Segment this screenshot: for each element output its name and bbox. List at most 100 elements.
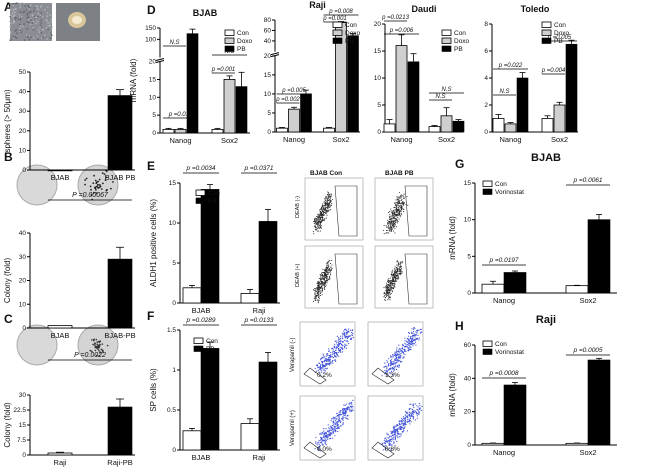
flow-dot	[394, 272, 396, 274]
cell-dot	[12, 4, 15, 7]
flow-dot	[399, 274, 401, 276]
x-tick-label: Sox2	[579, 296, 596, 305]
sp-dot	[390, 430, 392, 432]
flow-dot	[385, 291, 387, 293]
sp-dot	[404, 426, 406, 428]
sp-dot	[348, 335, 350, 337]
flow-dot	[403, 193, 405, 195]
flow-dot	[403, 201, 405, 203]
cell-dot	[19, 6, 22, 9]
flow-dot	[318, 222, 320, 225]
sp-dot	[403, 430, 405, 432]
flow-dot	[387, 294, 389, 297]
sp-dot	[338, 415, 340, 417]
flow-dot	[394, 284, 396, 287]
flow-dot	[318, 217, 320, 219]
sp-dot	[409, 403, 411, 405]
sp-dot	[398, 428, 400, 430]
flow-dot	[392, 221, 394, 224]
chart-title: Daudi	[411, 4, 436, 14]
colony-dot	[94, 187, 97, 190]
sp-dot	[386, 359, 388, 361]
sp-dot	[334, 423, 336, 425]
flow-dot	[328, 202, 330, 204]
flow-dot	[316, 220, 318, 222]
sp-dot	[345, 411, 347, 413]
cell-dot	[28, 21, 31, 24]
sp-dot	[392, 355, 394, 357]
flow-dot	[389, 216, 391, 218]
sp-dot	[342, 423, 344, 425]
sp-dot	[411, 332, 413, 334]
flow-dot	[320, 207, 322, 209]
axis-break-mark	[155, 60, 165, 63]
flow-dot	[399, 206, 401, 208]
sp-dot	[400, 353, 402, 355]
flow-dot	[322, 210, 324, 212]
flow-dot	[395, 280, 397, 283]
sp-dot	[392, 437, 394, 439]
sp-dot	[394, 436, 396, 438]
flow-row-label: DEAB (-)	[295, 196, 301, 218]
sp-dot	[352, 405, 354, 407]
sp-dot	[392, 439, 394, 441]
flow-dot	[399, 197, 401, 199]
flow-dot	[394, 215, 396, 217]
sp-dot	[316, 370, 318, 372]
colony-dot	[105, 170, 108, 173]
sp-dot	[328, 350, 330, 352]
sp-dot	[347, 406, 349, 408]
y-tick-label: 20	[264, 53, 272, 60]
sp-dot	[386, 361, 388, 363]
sp-dot	[334, 351, 337, 354]
flow-dot	[317, 230, 319, 232]
flow-dot	[399, 263, 402, 265]
significance-label: p =0.004	[541, 68, 566, 74]
bar	[200, 189, 220, 304]
sp-dot	[414, 341, 417, 343]
sp-dot	[396, 430, 398, 432]
cell-dot	[40, 12, 42, 14]
sp-dot	[400, 433, 402, 435]
flow-dot	[328, 269, 330, 271]
sp-dot	[410, 415, 412, 417]
sp-dot	[348, 406, 350, 408]
sp-dot	[409, 417, 411, 419]
sp-dot	[322, 356, 324, 358]
sp-dot	[324, 432, 326, 434]
flow-dot	[397, 278, 399, 280]
flow-dot	[386, 284, 388, 286]
sp-dot	[326, 433, 328, 436]
flow-dot	[384, 292, 386, 295]
sp-dot	[404, 342, 406, 344]
sp-dot	[397, 359, 399, 361]
sp-dot	[333, 425, 335, 427]
sp-dot	[331, 426, 333, 429]
cell-dot	[31, 22, 34, 24]
sp-dot	[348, 328, 350, 330]
sp-dot	[399, 433, 401, 435]
sp-dot	[394, 429, 396, 431]
cell-dot	[15, 29, 18, 31]
sp-dot	[403, 427, 406, 429]
cell-dot	[23, 39, 26, 41]
y-axis-label: mRNA (fold)	[448, 216, 457, 260]
sp-dot	[323, 428, 325, 430]
y-tick-label: 40	[464, 375, 472, 382]
sp-dot	[406, 416, 408, 418]
cell-dot	[36, 5, 39, 7]
sp-dot	[342, 422, 344, 424]
cell-dot	[26, 16, 29, 19]
sp-dot	[402, 424, 404, 426]
legend-label: Con	[495, 181, 507, 188]
sp-dot	[413, 328, 415, 331]
sp-dot	[324, 358, 326, 360]
flow-dot	[319, 230, 321, 232]
sp-dot	[412, 403, 414, 405]
sp-dot	[349, 409, 351, 411]
flow-dot	[393, 214, 395, 216]
flow-dot	[328, 193, 330, 195]
flow-gate	[334, 185, 358, 237]
sp-dot	[319, 368, 322, 370]
